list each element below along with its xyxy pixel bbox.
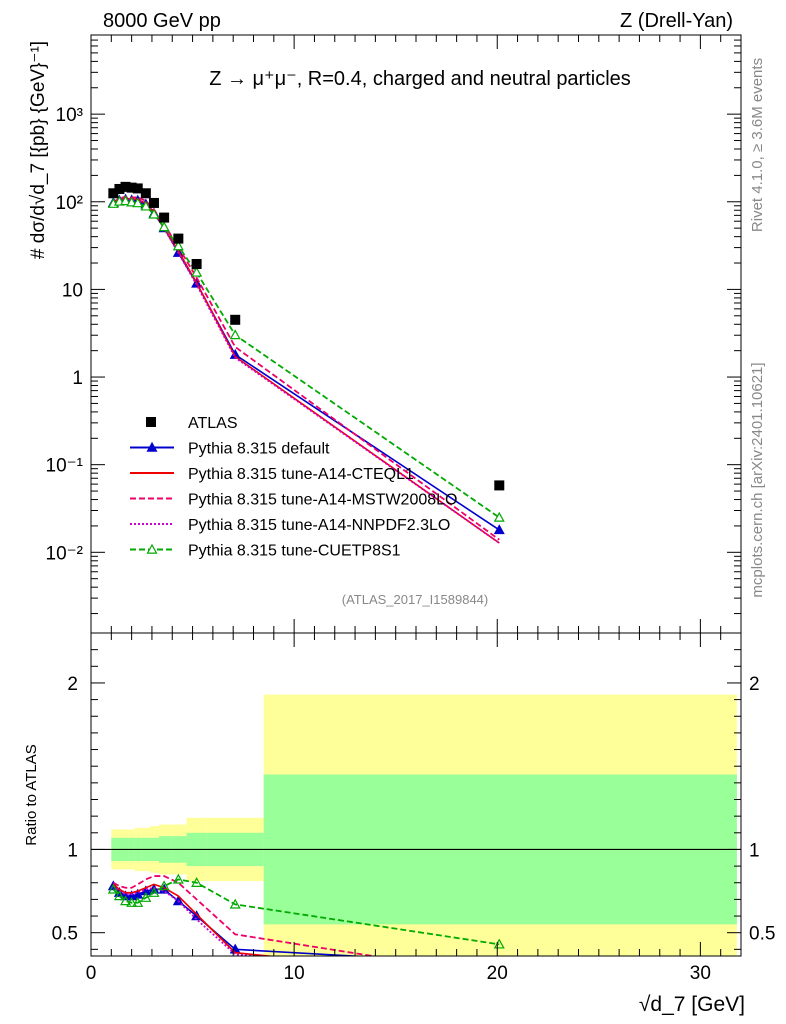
ratio-line-1 (112, 883, 277, 956)
mc-curves (107, 193, 505, 956)
legend-label-4: Pythia 8.315 tune-CUETP8S1 (188, 543, 401, 560)
ratio-tick-label-right: 1 (749, 840, 760, 861)
legend-marker-4 (146, 543, 158, 554)
series-marker-4 (158, 221, 170, 232)
ratio-tick-label-right: 0.5 (749, 924, 775, 945)
mcplots-label: mcplots.cern.ch [arXiv:2401.10621] (749, 362, 766, 597)
series-marker-4 (493, 511, 505, 522)
ratio-marker-4 (229, 898, 241, 909)
data-point (173, 233, 184, 244)
legend-label-3: Pythia 8.315 tune-A14-NNPDF2.3LO (188, 517, 450, 534)
header-right: Z (Drell-Yan) (620, 10, 733, 32)
data-point (108, 188, 119, 199)
x-axis-label: √d_7 [GeV] (639, 993, 745, 1016)
legend-marker-0 (146, 441, 158, 452)
ratio-line-4 (112, 878, 500, 946)
ratio-marker-4 (140, 891, 152, 902)
data-point (120, 181, 131, 192)
ratio-marker-4 (191, 877, 203, 887)
data-point (140, 188, 151, 199)
data-point (148, 197, 159, 208)
x-tick-label: 30 (690, 963, 711, 984)
y-tick-label: 1 (72, 368, 83, 389)
legend-marker-data (146, 417, 156, 427)
ratio-curves (107, 873, 505, 956)
y-tick-label: 10³ (56, 105, 83, 126)
ratio-bands (91, 694, 741, 956)
data-point (230, 314, 241, 325)
legend-label-2: Pythia 8.315 tune-A14-MSTW2008LO (188, 492, 457, 509)
legend-label-0: Pythia 8.315 default (188, 441, 330, 458)
x-tick-label: 0 (86, 963, 97, 984)
analysis-id: (ATLAS_2017_I1589844) (342, 592, 488, 607)
series-marker-4 (229, 329, 241, 340)
data-markers (108, 181, 505, 491)
series-marker-4 (172, 240, 184, 251)
ratio-marker-4 (132, 896, 144, 907)
header-left: 8000 GeV pp (103, 10, 221, 32)
data-point (494, 480, 505, 491)
data-point (191, 258, 202, 269)
axis-ticks: 0 10 20 30 10⁻² 10⁻¹ 1 10 10² 10³ 0.5 0.5 1 1 2 2 (46, 34, 775, 984)
ratio-marker-4 (113, 890, 125, 901)
ratio-line-2 (112, 875, 379, 956)
data-point (159, 212, 170, 223)
ratio-marker-4 (148, 886, 160, 897)
data-point (126, 182, 137, 193)
y-tick-label: 10² (56, 193, 83, 214)
series-marker-0 (493, 524, 505, 535)
rivet-label: Rivet 4.1.0, ≥ 3.6M events (749, 58, 766, 232)
legend-label-data: ATLAS (188, 415, 238, 432)
ratio-line-3 (112, 885, 263, 956)
ratio-marker-4 (126, 896, 138, 907)
series-marker-4 (140, 200, 152, 211)
series-marker-4 (120, 195, 132, 206)
ratio-y-axis-label: Ratio to ATLAS (23, 744, 40, 845)
series-line-2 (112, 195, 500, 541)
x-tick-label: 10 (284, 963, 305, 984)
data-point (114, 183, 125, 194)
series-marker-4 (148, 208, 160, 219)
ratio-tick-label-left: 1 (67, 840, 78, 861)
data-point (132, 183, 143, 194)
legend-label-1: Pythia 8.315 tune-A14-CTEQL1 (188, 466, 414, 483)
chart-title: Z → μ⁺μ⁻, R=0.4, charged and neutral par… (209, 68, 631, 90)
x-tick-label: 20 (487, 963, 508, 984)
ratio-marker-4 (158, 880, 170, 891)
ratio-marker-4 (120, 895, 132, 906)
series-marker-4 (132, 197, 144, 208)
ratio-tick-label-left: 0.5 (52, 924, 78, 945)
y-axis-label: # dσ/d√d_7 [{pb} {GeV}⁻¹] (28, 41, 49, 259)
series-marker-4 (126, 196, 138, 207)
legend: ATLAS Pythia 8.315 default Pythia 8.315 tu… (130, 415, 457, 560)
series-marker-4 (191, 266, 203, 277)
y-tick-label: 10 (62, 280, 83, 301)
ratio-marker-4 (172, 873, 184, 884)
ratio-tick-label-right: 2 (749, 674, 760, 695)
ratio-marker-4 (107, 883, 119, 894)
ratio-tick-label-left: 2 (67, 674, 78, 695)
y-tick-label: 10⁻¹ (46, 456, 84, 477)
y-tick-label: 10⁻² (46, 543, 84, 564)
